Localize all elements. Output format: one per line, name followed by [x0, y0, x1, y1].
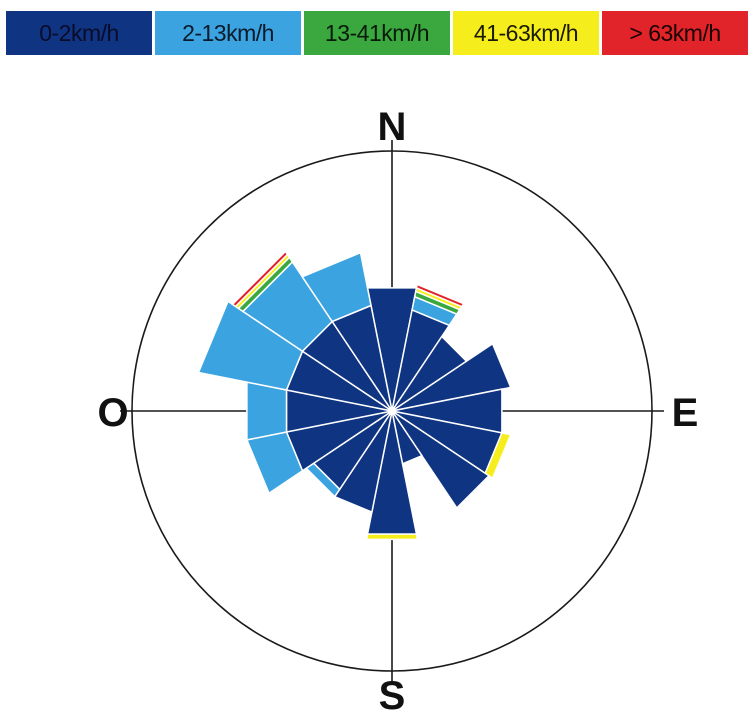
legend-item: 41-63km/h [453, 11, 599, 55]
label-east: E [672, 391, 699, 435]
sector-nne-band-4 [415, 283, 465, 308]
wind-sectors [197, 250, 512, 541]
sector-nnw-band-1 [301, 251, 372, 323]
label-south: S [379, 674, 406, 711]
sector-se-band-0 [391, 410, 491, 510]
legend-item: 0-2km/h [6, 11, 152, 55]
sector-ese-band-3 [484, 432, 512, 480]
sector-wnw-band-1 [197, 300, 304, 391]
label-west: O [97, 391, 128, 435]
sector-s-band-3 [365, 533, 419, 541]
sector-w-band-1 [246, 381, 288, 441]
legend-item: > 63km/h [602, 11, 748, 55]
legend-item: 13-41km/h [304, 11, 450, 55]
label-north: N [378, 105, 407, 149]
compass-labels: N E S O [97, 105, 698, 711]
legend: 0-2km/h 2-13km/h 13-41km/h 41-63km/h > 63km/… [6, 11, 748, 55]
legend-item: 2-13km/h [155, 11, 301, 55]
sector-nw-band-4 [231, 250, 289, 308]
